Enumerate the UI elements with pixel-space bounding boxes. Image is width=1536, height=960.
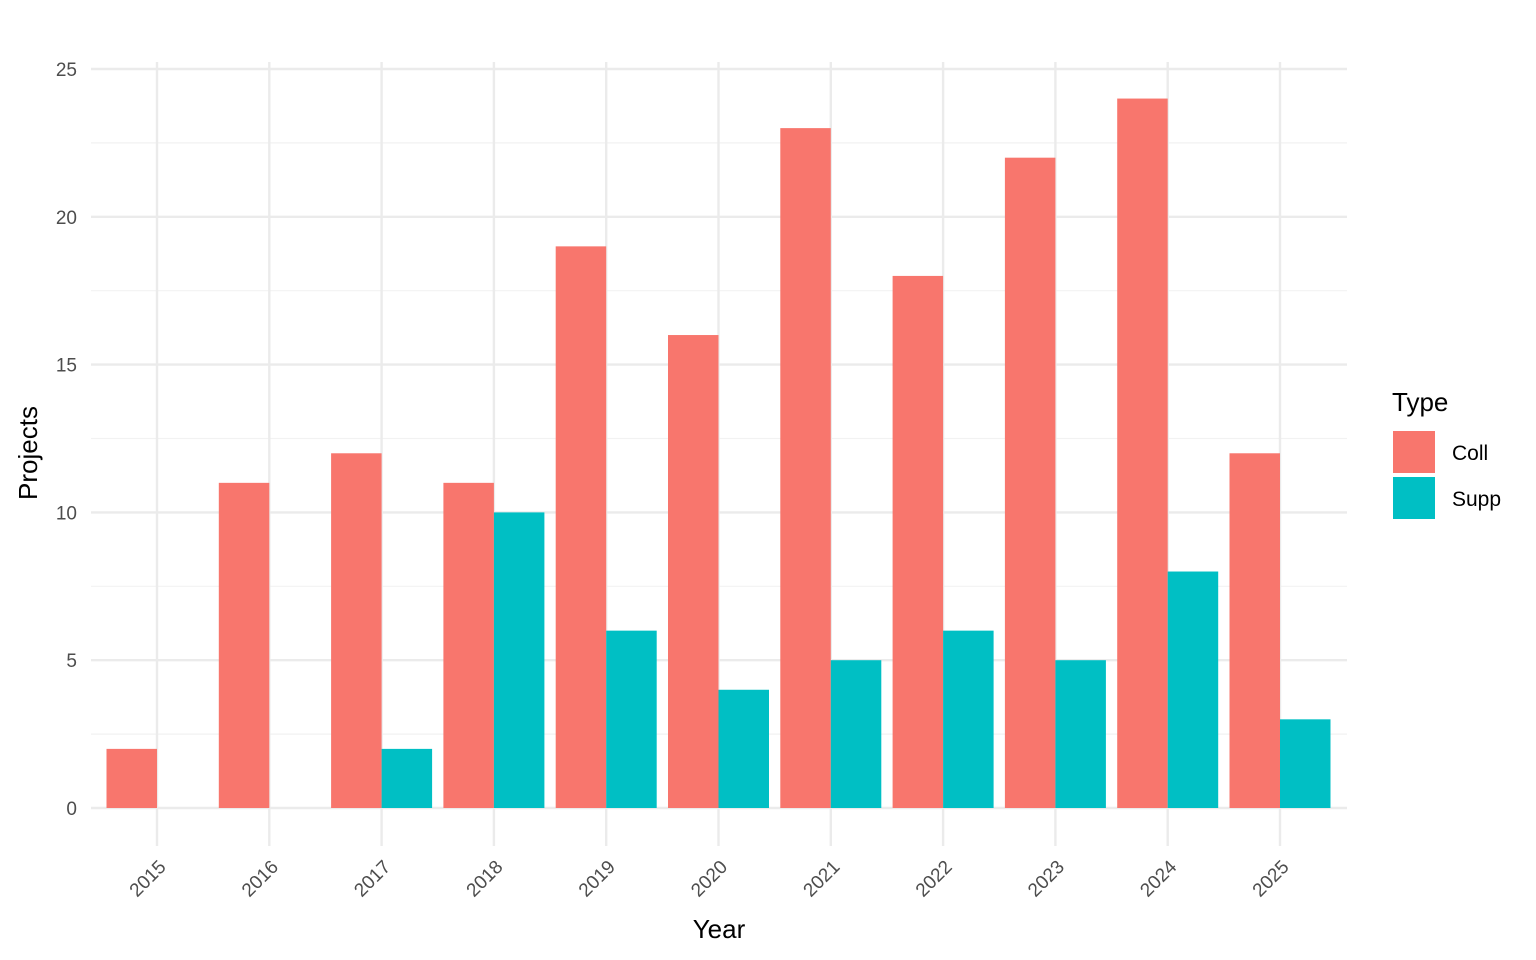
bar-coll-2021 — [780, 128, 831, 808]
y-axis-ticks: 0 5 10 15 20 25 — [56, 60, 77, 820]
y-axis-title: Projects — [13, 406, 43, 500]
legend-label-coll: Coll — [1452, 442, 1488, 465]
legend-items: Coll Supp — [1393, 431, 1501, 519]
legend-key-coll — [1393, 431, 1435, 473]
x-tick-label: 2023 — [1024, 857, 1069, 902]
y-tick-label: 10 — [56, 503, 77, 524]
x-tick-label: 2022 — [912, 857, 957, 902]
bar-supp-2020 — [718, 689, 769, 808]
x-axis-title: Year — [693, 914, 746, 944]
y-tick-label: 20 — [56, 208, 77, 229]
bar-coll-2025 — [1229, 453, 1280, 808]
bar-supp-2018 — [493, 512, 545, 808]
x-tick-label: 2019 — [575, 857, 620, 902]
bar-supp-2021 — [830, 660, 882, 808]
bar-coll-2016 — [218, 482, 270, 808]
y-tick-label: 15 — [56, 356, 77, 377]
legend-title: Type — [1392, 387, 1448, 417]
x-tick-label: 2015 — [126, 857, 171, 902]
bar-coll-2015 — [106, 748, 157, 808]
y-tick-label: 0 — [66, 799, 77, 820]
x-tick-label: 2020 — [687, 857, 732, 902]
x-tick-label: 2017 — [350, 857, 395, 902]
bar-coll-2018 — [443, 482, 494, 808]
bar-supp-2024 — [1167, 571, 1219, 808]
bar-coll-2020 — [668, 335, 719, 808]
x-tick-label: 2016 — [238, 857, 283, 902]
bar-supp-2017 — [381, 748, 433, 808]
bar-coll-2023 — [1004, 157, 1056, 808]
bar-supp-2019 — [606, 630, 657, 808]
x-tick-label: 2025 — [1249, 857, 1294, 902]
bar-supp-2025 — [1280, 719, 1331, 808]
y-tick-label: 25 — [56, 60, 77, 81]
y-tick-label: 5 — [66, 651, 77, 672]
x-tick-label: 2021 — [800, 857, 845, 902]
bar-coll-2019 — [555, 246, 607, 809]
bar-supp-2022 — [943, 630, 994, 808]
x-axis-ticks: 2015 2016 2017 2018 2019 2020 2021 2022 2023 2024… — [126, 856, 1294, 901]
legend: Type Coll Supp — [1392, 387, 1501, 519]
legend-key-supp — [1393, 477, 1435, 519]
bar-coll-2017 — [331, 453, 382, 808]
x-tick-label: 2018 — [463, 857, 508, 902]
bar-coll-2022 — [892, 275, 944, 808]
bar-supp-2023 — [1055, 660, 1106, 808]
bar-coll-2024 — [1117, 98, 1168, 808]
legend-label-supp: Supp — [1452, 488, 1501, 511]
x-tick-label: 2024 — [1136, 856, 1181, 901]
bars — [106, 98, 1331, 809]
